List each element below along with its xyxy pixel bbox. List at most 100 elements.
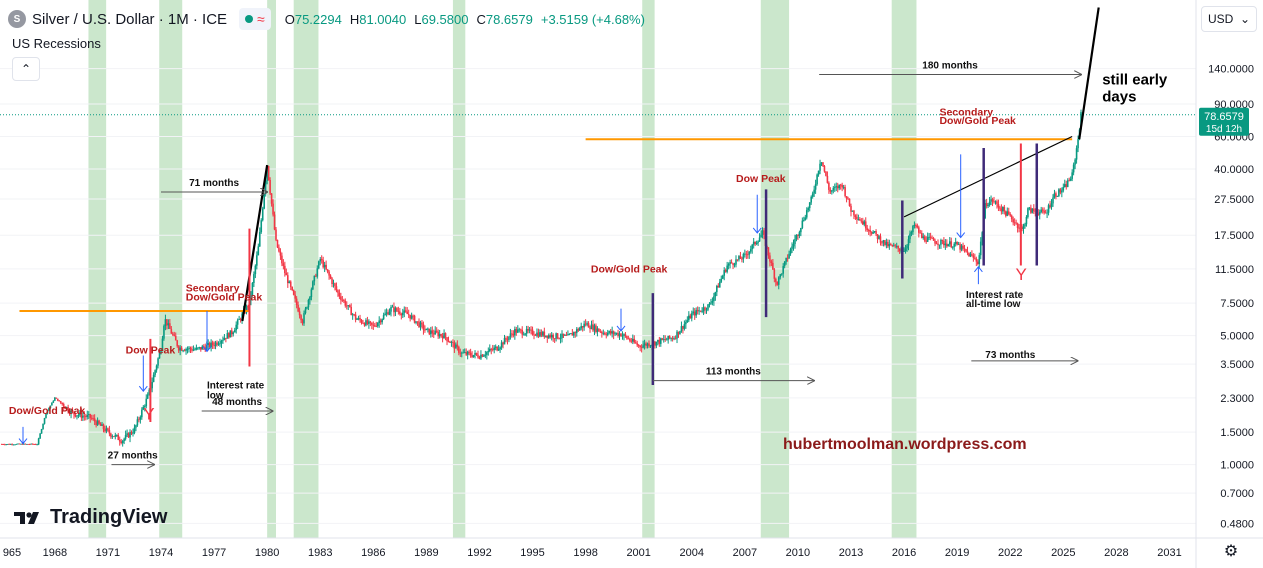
candle-body (452, 341, 454, 343)
x-tick-label: 1974 (149, 547, 173, 559)
candle-body (553, 338, 556, 340)
candle-body (344, 300, 347, 306)
candle-body (494, 346, 497, 348)
candle-body (618, 333, 621, 336)
candle-body (3, 444, 6, 446)
candle-body (570, 333, 572, 335)
candle-body (484, 354, 487, 356)
candle-body (912, 226, 914, 233)
candle-body (146, 394, 149, 399)
candle-body (888, 243, 891, 247)
candle-body (803, 220, 805, 221)
tradingview-logo[interactable]: TradingView (14, 506, 167, 529)
ohlc-open: O75.2294 (284, 11, 342, 27)
annotation-text: Secondary (939, 106, 993, 118)
candle-body (483, 355, 485, 357)
candle-body (323, 264, 326, 268)
candle-body (861, 221, 864, 225)
candle-body (372, 324, 375, 326)
candle-body (926, 237, 929, 242)
candle-body (680, 326, 683, 332)
currency-select[interactable]: USD ⌄ (1201, 6, 1257, 32)
candle-body (876, 234, 879, 239)
candle-body (379, 320, 382, 323)
candle-body (512, 333, 515, 336)
candle-body (907, 239, 910, 246)
candle-body (732, 263, 734, 265)
candle-body (428, 328, 431, 335)
candle-body (730, 262, 733, 264)
candle-body (624, 334, 627, 337)
candle-body (34, 444, 37, 446)
indicator-label[interactable]: US Recessions (12, 36, 101, 51)
candle-body (515, 329, 518, 333)
candle-body (87, 414, 90, 415)
candle-body (1009, 214, 1012, 216)
candle-body (286, 275, 289, 284)
candle-body (54, 397, 56, 401)
candle-body (307, 299, 310, 308)
candle-body (207, 343, 209, 346)
candle-body (163, 325, 165, 339)
ohlc-change: +3.5159 (+4.68%) (540, 11, 645, 27)
candle-body (363, 323, 366, 326)
y-tick-label: 1.0000 (1220, 460, 1254, 472)
settings-gear-icon[interactable]: ⚙ (1223, 543, 1239, 560)
candle-body (194, 349, 196, 351)
candle-body (508, 336, 510, 340)
candle-body (808, 202, 811, 209)
annotation-text: days (1102, 88, 1136, 105)
candle-body (839, 184, 842, 186)
candle-body (660, 338, 662, 344)
candle-body (12, 444, 15, 446)
candle-body (844, 187, 846, 197)
collapse-indicators-button[interactable]: ⌃ (12, 57, 40, 81)
ohlc-low: L69.5800 (414, 11, 469, 27)
candle-body (748, 251, 751, 255)
candle-body (531, 329, 534, 335)
candle-body (1003, 206, 1006, 212)
candle-body (637, 345, 640, 347)
candle-body (516, 329, 519, 333)
candle-body (298, 311, 301, 316)
candle-body (689, 315, 692, 319)
candle-body (211, 342, 214, 346)
candle-body (127, 433, 130, 438)
candle-body (606, 332, 609, 336)
candle-body (906, 245, 908, 249)
silver-symbol-icon[interactable]: S (8, 10, 26, 28)
candle-body (36, 444, 38, 446)
candle-body (819, 163, 821, 171)
candle-body (875, 231, 877, 235)
candle-body (384, 313, 386, 316)
candle-body (897, 246, 899, 249)
candle-body (631, 338, 634, 342)
candle-body (838, 184, 841, 189)
candle-body (783, 261, 786, 267)
market-status-button[interactable]: ≈ (239, 8, 271, 30)
candle-body (898, 248, 901, 251)
candle-body (55, 397, 58, 399)
candle-body (463, 352, 466, 353)
candle-body (49, 405, 52, 409)
candle-body (598, 328, 600, 332)
candle-body (800, 227, 802, 233)
y-tick-label: 11.5000 (1215, 264, 1254, 276)
candle-body (135, 425, 137, 428)
candle-body (371, 322, 373, 325)
candle-body (152, 374, 155, 383)
annotation-text: Dow Peak (126, 344, 176, 356)
candle-body (1027, 208, 1029, 217)
candle-body (1049, 205, 1051, 208)
candle-body (401, 312, 404, 316)
candle-body (1005, 211, 1007, 216)
candle-body (250, 295, 252, 301)
candle-body (356, 319, 358, 320)
last-price-countdown: 15d 12h (1206, 124, 1242, 135)
symbol-title[interactable]: Silver / U.S. Dollar · 1M · ICE (32, 10, 228, 28)
candle-body (362, 322, 364, 324)
candle-body (688, 315, 690, 321)
candle-body (430, 330, 432, 335)
candle-body (469, 352, 472, 356)
